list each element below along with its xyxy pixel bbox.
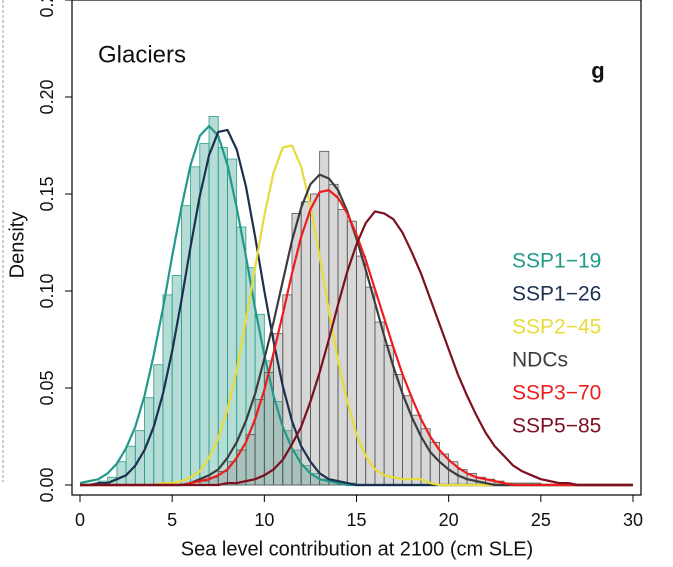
y-tick-label: 0.10 (37, 273, 57, 308)
x-tick-label: 20 (439, 510, 459, 530)
histogram-bar (180, 205, 191, 486)
histogram-bar (383, 344, 394, 486)
x-tick-label: 0 (75, 510, 85, 530)
x-axis-label: Sea level contribution at 2100 (cm SLE) (181, 538, 533, 560)
y-tick-label: 0.00 (37, 467, 57, 502)
panel-label: g (591, 58, 604, 83)
histogram-bar (310, 193, 321, 486)
histogram-bar (227, 158, 238, 486)
y-axis-label: Density (6, 212, 28, 279)
histogram-bar (116, 461, 127, 486)
legend-label: SSP2−45 (512, 316, 601, 339)
legend-label: SSP5−85 (512, 415, 601, 438)
histogram-bar (245, 434, 256, 486)
y-tick-label: 0.25 (37, 0, 57, 18)
histogram-bar (402, 395, 413, 486)
histogram-bar (337, 209, 348, 486)
x-tick-label: 5 (167, 510, 177, 530)
density-line (80, 210, 633, 487)
y-tick-label: 0.05 (37, 370, 57, 405)
x-tick-label: 15 (346, 510, 366, 530)
histogram-bar (190, 166, 201, 486)
legend-label: SSP3−70 (512, 382, 601, 405)
x-tick-label: 30 (623, 510, 643, 530)
x-tick-label: 10 (254, 510, 274, 530)
legend-label: NDCs (512, 349, 568, 372)
y-tick-label: 0.20 (37, 79, 57, 114)
y-tick-label: 0.15 (37, 176, 57, 211)
histogram-bar (365, 286, 376, 486)
chart-title: Glaciers (98, 41, 186, 68)
legend-label: SSP1−26 (512, 283, 601, 306)
x-tick-label: 25 (531, 510, 551, 530)
histogram-bar (374, 321, 385, 486)
histogram-bar (319, 150, 330, 486)
legend-label: SSP1−19 (512, 250, 601, 273)
histogram-bar (208, 116, 219, 486)
histogram-bar (300, 201, 311, 486)
